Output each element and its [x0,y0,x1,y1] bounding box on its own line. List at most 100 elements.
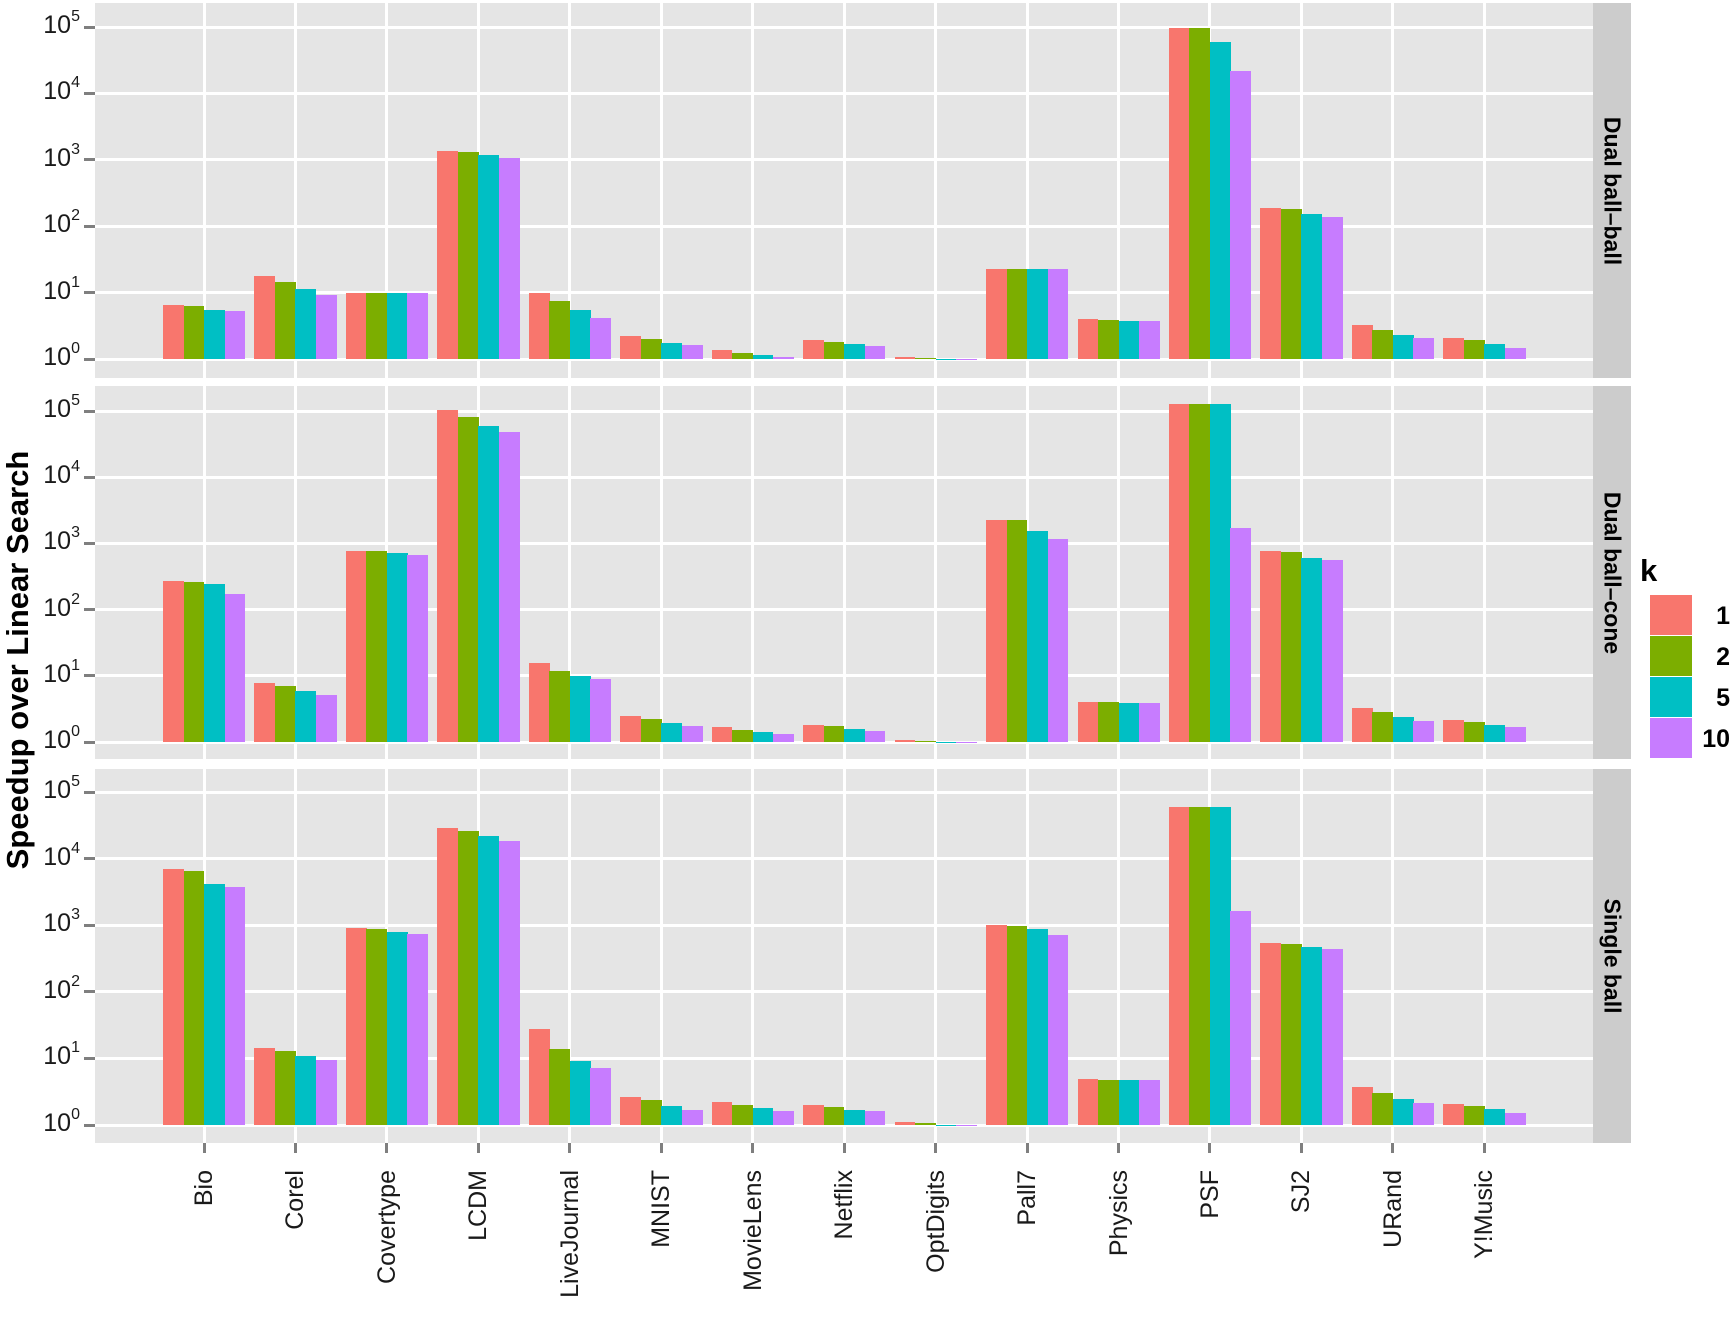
bar-mnist-k5 [661,342,683,359]
bar-sj2-k1 [1260,208,1282,359]
bar-bio-k10 [224,886,246,1125]
gridline-vertical [1117,3,1120,378]
bar-psf-k2 [1189,403,1211,742]
x-tick-label: Corel [281,1170,310,1230]
bar-urand-k5 [1392,717,1414,742]
bar-covertype-k10 [407,292,429,359]
x-tick-label: PSF [1195,1170,1224,1219]
y-tick-label: 104 [43,839,80,871]
legend-label-k5: 5 [1716,684,1730,712]
bar-pall7-k5 [1027,928,1048,1125]
y-tick-mark [84,857,95,861]
y-tick-label: 100 [43,723,80,754]
gridline-vertical [842,769,846,1143]
bar-movielens-k1 [711,1101,733,1125]
bar-corel-k5 [295,1055,317,1125]
bar-psf-k10 [1230,71,1252,359]
bar-mnist-k10 [681,1109,703,1125]
y-tick-mark [84,91,95,95]
bar-ymusic-k2 [1463,340,1485,359]
x-tick-label: URand [1378,1170,1407,1248]
bar-urand-k1 [1351,1087,1373,1125]
bar-pall7-k1 [986,519,1007,742]
gridline-vertical [751,769,755,1143]
bar-movielens-k5 [752,354,774,359]
bar-sj2-k2 [1280,209,1302,359]
bar-livejournal-k1 [528,292,550,359]
bar-lcdm-k10 [498,840,520,1125]
bar-lcdm-k10 [498,432,520,742]
bar-psf-k5 [1209,806,1231,1125]
y-tick-mark [84,357,95,361]
bar-urand-k1 [1351,708,1373,742]
bar-bio-k1 [163,580,184,742]
bar-optdigits-k10 [956,1125,977,1126]
bar-ymusic-k1 [1443,337,1465,359]
bar-covertype-k1 [345,292,367,359]
bar-psf-k1 [1168,403,1190,742]
bar-lcdm-k1 [437,409,459,742]
bar-urand-k10 [1413,1102,1435,1125]
bar-physics-k5 [1118,320,1140,359]
bar-mnist-k1 [620,1097,642,1125]
legend-key-k10 [1650,718,1692,759]
y-tick-mark [84,475,95,479]
bar-optdigits-k1 [894,356,916,359]
bar-optdigits-k2 [915,1123,936,1125]
x-tick-label: Bio [190,1170,218,1207]
y-tick-label: 105 [43,392,80,423]
bar-optdigits-k5 [935,1125,957,1126]
bar-physics-k5 [1118,1079,1140,1125]
y-tick-mark [84,608,95,612]
bar-movielens-k2 [732,729,753,742]
bar-physics-k1 [1077,318,1099,359]
gridline-vertical [1117,386,1120,759]
bar-covertype-k5 [386,292,408,359]
bar-bio-k5 [204,310,225,359]
gridline-vertical [842,386,846,759]
y-tick-label: 100 [43,340,80,371]
bar-psf-k10 [1230,910,1252,1125]
bar-lcdm-k2 [457,152,479,359]
y-tick-label: 103 [43,140,80,172]
bar-mnist-k2 [640,339,662,359]
x-tick-mark [934,1143,938,1153]
bar-sj2-k2 [1280,943,1302,1125]
bar-bio-k2 [183,581,205,742]
y-tick-label: 104 [43,74,80,106]
gridline-vertical [1299,3,1303,378]
x-tick-mark [1299,1143,1303,1153]
y-tick-label: 101 [43,273,80,305]
bar-mnist-k5 [661,1105,683,1125]
bar-livejournal-k5 [569,676,591,742]
bar-ymusic-k5 [1484,1108,1506,1125]
gridline-vertical [659,3,663,378]
facet-panel [95,386,1593,759]
bar-corel-k2 [274,1050,296,1125]
bar-covertype-k1 [345,927,367,1125]
facet-strip: Single ball [1593,769,1631,1143]
gridline-vertical [1482,3,1486,378]
bar-corel-k5 [295,690,317,742]
y-tick-label: 102 [43,590,80,622]
bar-netflix-k10 [864,730,886,742]
x-tick-label: OptDigits [921,1170,950,1273]
bar-physics-k5 [1118,702,1140,742]
bar-lcdm-k5 [478,155,500,359]
gridline-vertical [934,769,938,1143]
y-tick-label: 102 [43,207,80,239]
bar-psf-k1 [1168,28,1190,359]
bar-bio-k1 [163,868,184,1125]
y-tick-mark [84,409,95,413]
bar-physics-k2 [1098,319,1119,359]
bar-livejournal-k10 [590,679,612,742]
bar-psf-k10 [1230,528,1252,742]
bar-physics-k1 [1077,1079,1099,1125]
bar-netflix-k1 [803,1104,824,1125]
bar-livejournal-k1 [528,1029,550,1125]
facet-strip-label: Single ball [1599,898,1626,1014]
gridline-vertical [1391,3,1395,378]
bar-livejournal-k1 [528,663,550,742]
x-tick-label: Pall7 [1013,1170,1042,1226]
bar-ymusic-k5 [1484,725,1506,742]
